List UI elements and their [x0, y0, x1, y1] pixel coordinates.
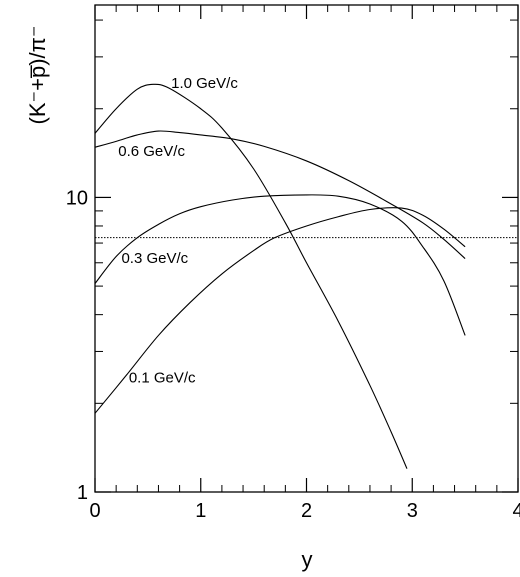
y-tick-label: 10 [66, 187, 88, 209]
tick-layer [94, 5, 519, 493]
series-label-0: 1.0 GeV/c [171, 75, 238, 92]
series-line-0 [94, 83, 408, 469]
series-label-2: 0.3 GeV/c [121, 250, 188, 267]
y-tick-label: 1 [77, 482, 88, 504]
series-line-3 [94, 207, 466, 414]
x-tick-label: 1 [195, 500, 206, 522]
y-axis-title: (K⁻+p̅)/π⁻ [25, 26, 50, 125]
series-layer [94, 83, 466, 469]
x-tick-label: 0 [89, 500, 100, 522]
x-tick-label: 2 [301, 500, 312, 522]
series-line-2 [94, 194, 466, 336]
series-label-3: 0.1 GeV/c [129, 370, 196, 387]
x-tick-label: 3 [407, 500, 418, 522]
x-tick-label: 4 [512, 500, 520, 522]
series-line-1 [94, 130, 466, 259]
series-label-1: 0.6 GeV/c [118, 143, 185, 160]
x-axis-title: y [302, 547, 313, 572]
